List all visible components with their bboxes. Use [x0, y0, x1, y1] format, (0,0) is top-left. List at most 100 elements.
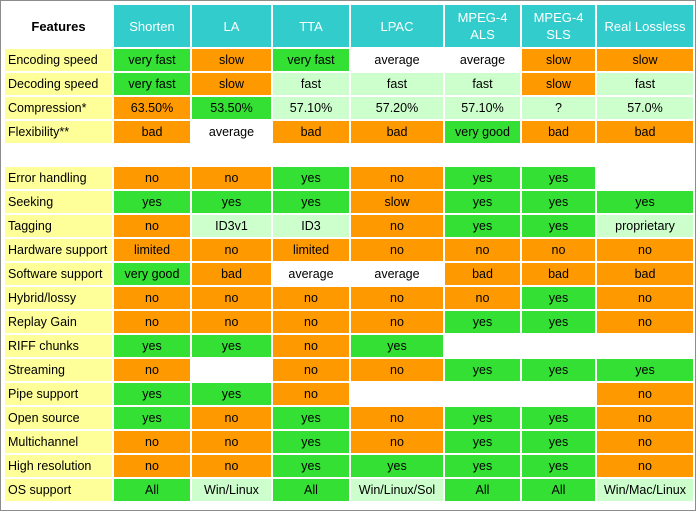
table-cell: bad: [597, 121, 693, 143]
header-column: MPEG-4 ALS: [445, 5, 520, 47]
table-cell: no: [597, 287, 693, 309]
table-cell: bad: [597, 263, 693, 285]
table-cell: no: [114, 359, 190, 381]
table-cell: yes: [273, 407, 349, 429]
table-cell: no: [273, 311, 349, 333]
table-cell: average: [445, 49, 520, 71]
table-cell: yes: [273, 191, 349, 213]
table-cell: yes: [522, 215, 595, 237]
table-cell: 57.10%: [445, 97, 520, 119]
table-cell: very fast: [114, 73, 190, 95]
table-cell: yes: [273, 167, 349, 189]
table-cell: no: [445, 239, 520, 261]
row-label: Streaming: [5, 359, 112, 381]
table-cell: [445, 383, 520, 405]
table-cell: [351, 383, 443, 405]
table-cell: no: [192, 407, 271, 429]
table-row: Seeking yes yes yes slow yes yes yes: [5, 191, 693, 213]
table-row: Software support very good bad average avera…: [5, 263, 693, 285]
table-cell: 63.50%: [114, 97, 190, 119]
table-cell: no: [192, 287, 271, 309]
table-row: High resolution no no yes yes yes yes no: [5, 455, 693, 477]
table-row: Flexibility** bad average bad bad very good ba…: [5, 121, 693, 143]
table-cell: yes: [114, 191, 190, 213]
table-row: OS support All Win/Linux All Win/Linux/Sol Al…: [5, 479, 693, 501]
table-cell: no: [351, 287, 443, 309]
table-cell: All: [445, 479, 520, 501]
table-cell: no: [114, 311, 190, 333]
table-cell: [522, 383, 595, 405]
table-cell: no: [597, 239, 693, 261]
table-cell: very good: [445, 121, 520, 143]
table-cell: no: [351, 407, 443, 429]
header-column: MPEG-4 SLS: [522, 5, 595, 47]
table-cell: no: [192, 431, 271, 453]
table-cell: no: [522, 239, 595, 261]
table-cell: no: [351, 359, 443, 381]
row-label: OS support: [5, 479, 112, 501]
row-label: Pipe support: [5, 383, 112, 405]
table-cell: yes: [192, 383, 271, 405]
table-cell: average: [351, 263, 443, 285]
header-column: LA: [192, 5, 271, 47]
table-cell: All: [273, 479, 349, 501]
table-cell: yes: [114, 407, 190, 429]
row-label: Multichannel: [5, 431, 112, 453]
table-cell: yes: [522, 311, 595, 333]
table-row: Decoding speed very fast slow fast fast fast s…: [5, 73, 693, 95]
table-cell: no: [192, 311, 271, 333]
table-cell: proprietary: [597, 215, 693, 237]
header-features: Features: [5, 5, 112, 47]
table-cell: [522, 335, 595, 357]
table-cell: no: [192, 239, 271, 261]
table-cell: yes: [522, 359, 595, 381]
table-cell: 53.50%: [192, 97, 271, 119]
table-cell: Win/Mac/Linux: [597, 479, 693, 501]
table-cell: ID3v1: [192, 215, 271, 237]
table-cell: very fast: [114, 49, 190, 71]
table-cell: no: [351, 167, 443, 189]
table-cell: no: [597, 383, 693, 405]
table-cell: yes: [445, 431, 520, 453]
table-row: Error handling no no yes no yes yes: [5, 167, 693, 189]
table-cell: yes: [445, 167, 520, 189]
table-cell: no: [445, 287, 520, 309]
table-cell: yes: [522, 287, 595, 309]
table-cell: yes: [445, 407, 520, 429]
table-row: Pipe support yes yes no no: [5, 383, 693, 405]
table-cell: no: [192, 167, 271, 189]
table-cell: fast: [273, 73, 349, 95]
table-cell: [597, 167, 693, 189]
table-row: RIFF chunks yes yes no yes: [5, 335, 693, 357]
table-cell: very good: [114, 263, 190, 285]
row-label: Software support: [5, 263, 112, 285]
table-cell: limited: [114, 239, 190, 261]
table-cell: ?: [522, 97, 595, 119]
table-cell: fast: [445, 73, 520, 95]
table-cell: no: [273, 287, 349, 309]
table-cell: slow: [192, 49, 271, 71]
table-cell: yes: [114, 383, 190, 405]
table-cell: All: [522, 479, 595, 501]
table-cell: yes: [522, 455, 595, 477]
table-cell: fast: [597, 73, 693, 95]
table-cell: bad: [273, 121, 349, 143]
table-cell: yes: [273, 431, 349, 453]
table-cell: [192, 359, 271, 381]
spacer-row: [5, 145, 693, 165]
row-label: Hardware support: [5, 239, 112, 261]
table-cell: slow: [522, 73, 595, 95]
table-cell: yes: [597, 359, 693, 381]
table-cell: no: [351, 215, 443, 237]
table-cell: bad: [351, 121, 443, 143]
table-cell: 57.10%: [273, 97, 349, 119]
table-cell: yes: [522, 431, 595, 453]
table-cell: yes: [445, 311, 520, 333]
table-cell: bad: [445, 263, 520, 285]
row-label: Seeking: [5, 191, 112, 213]
table-cell: no: [351, 239, 443, 261]
header-column: Shorten: [114, 5, 190, 47]
table-cell: bad: [522, 121, 595, 143]
table-row: Compression* 63.50% 53.50% 57.10% 57.20% 57.1…: [5, 97, 693, 119]
